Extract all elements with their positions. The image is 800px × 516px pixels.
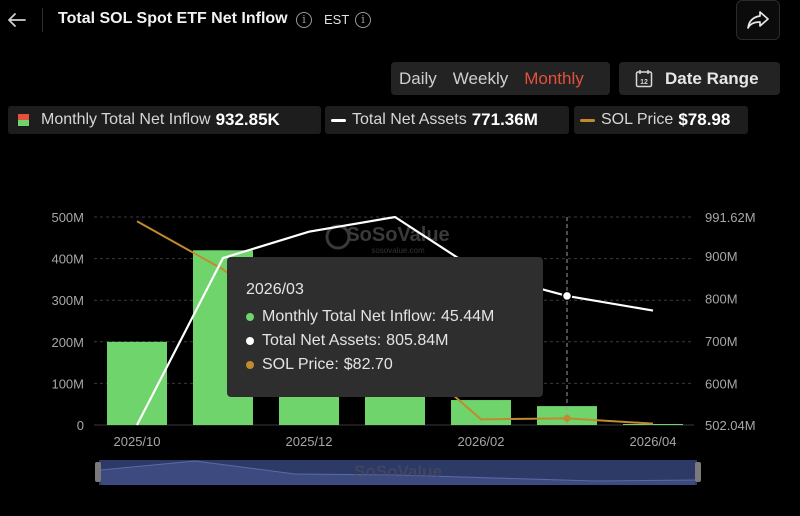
- back-button[interactable]: [4, 8, 30, 32]
- legend-assets-value: 771.36M: [471, 110, 538, 129]
- price-swatch: [580, 118, 595, 122]
- inflow-dot: [246, 313, 254, 321]
- back-arrow-icon: [8, 13, 26, 27]
- y-left-tick-label: 200M: [51, 335, 84, 350]
- legend-assets-label: Total Net Assets: [352, 111, 467, 128]
- header-divider: [42, 8, 43, 32]
- y-left-tick-label: 0: [77, 418, 84, 433]
- navigator-left-handle[interactable]: [95, 462, 101, 482]
- navigator-right-handle[interactable]: [695, 462, 701, 482]
- x-tick-label: 2025/10: [114, 434, 161, 449]
- y-left-tick-label: 400M: [51, 252, 84, 267]
- tooltip-price-value: $82.70: [343, 356, 393, 373]
- inflow-bar: [279, 391, 339, 425]
- y-right-tick-label: 900M: [705, 249, 738, 264]
- y-right-tick-label: 502.04M: [705, 418, 756, 433]
- y-right-tick-label: 700M: [705, 334, 738, 349]
- tooltip-row-assets: Total Net Assets: 805.84M: [246, 329, 543, 353]
- calendar-icon: 12: [635, 70, 653, 88]
- tooltip-date: 2026/03: [246, 281, 304, 298]
- share-button[interactable]: [736, 0, 780, 40]
- inflow-bar: [107, 341, 167, 425]
- assets-dot: [246, 337, 254, 345]
- navigator-watermark: SoSoValue: [354, 462, 442, 481]
- top-bar: Total SOL Spot ETF Net Inflow i EST i: [0, 0, 800, 42]
- navigator-area: [101, 461, 695, 485]
- legend-assets[interactable]: Total Net Assets 771.36M: [325, 106, 569, 134]
- y-right-tick-label: 800M: [705, 291, 738, 306]
- legend-inflow-label: Monthly Total Net Inflow: [41, 111, 211, 128]
- calendar-day-text: 12: [640, 79, 648, 86]
- timezone-label: EST: [324, 12, 350, 27]
- assets-swatch: [331, 118, 346, 122]
- date-range-label: Date Range: [665, 68, 759, 88]
- period-selector: Daily Weekly Monthly: [391, 62, 610, 95]
- sol-price-point: [563, 414, 571, 422]
- info-icon[interactable]: i: [296, 12, 312, 28]
- range-navigator[interactable]: SoSoValue: [95, 457, 701, 487]
- net-assets-point: [561, 290, 573, 302]
- y-left-tick-label: 100M: [51, 376, 84, 391]
- inflow-bar: [623, 424, 683, 425]
- y-right-tick-label: 600M: [705, 376, 738, 391]
- period-monthly[interactable]: Monthly: [524, 68, 584, 88]
- tooltip-inflow-value: 45.44M: [441, 308, 495, 325]
- legend-price[interactable]: SOL Price $78.98: [574, 106, 748, 134]
- tooltip-assets-value: 805.84M: [386, 332, 449, 349]
- timezone-info-icon[interactable]: i: [355, 12, 371, 28]
- x-tick-label: 2026/04: [630, 434, 677, 449]
- tooltip-row-price: SOL Price: $82.70: [246, 353, 543, 377]
- price-dot: [246, 361, 254, 369]
- y-left-tick-label: 300M: [51, 293, 84, 308]
- legend-inflow[interactable]: Monthly Total Net Inflow 932.85K: [8, 106, 321, 134]
- legend-price-value: $78.98: [678, 110, 731, 129]
- x-tick-label: 2026/02: [458, 434, 505, 449]
- watermark-brand: SoSoValue: [346, 224, 449, 246]
- page-title: Total SOL Spot ETF Net Inflow: [58, 10, 288, 27]
- chart-tooltip: 2026/03 Monthly Total Net Inflow: 45.44M…: [227, 257, 543, 397]
- period-weekly[interactable]: Weekly: [452, 68, 509, 88]
- watermark-sub: sosovalue.com: [371, 246, 425, 255]
- x-tick-label: 2025/12: [286, 434, 333, 449]
- navigator-line: [100, 460, 696, 482]
- tooltip-assets-label: Total Net Assets: [262, 332, 377, 349]
- share-icon: [747, 11, 769, 29]
- date-range-button[interactable]: 12 Date Range: [619, 62, 780, 95]
- chart-axes: 0 100M 200M 300M 400M 500M 502.04M 600M 700M 800M…: [51, 210, 755, 449]
- legend-price-label: SOL Price: [601, 111, 674, 128]
- tooltip-inflow-label: Monthly Total Net Inflow: [262, 308, 432, 325]
- inflow-swatch: [18, 114, 29, 126]
- y-left-tick-label: 500M: [51, 210, 84, 225]
- tooltip-price-label: SOL Price: [262, 356, 335, 373]
- y-right-tick-label: 991.62M: [705, 210, 756, 225]
- legend-inflow-value: 932.85K: [215, 110, 280, 129]
- tooltip-row-inflow: Monthly Total Net Inflow: 45.44M: [246, 305, 543, 329]
- period-daily[interactable]: Daily: [399, 68, 437, 88]
- inflow-bar: [451, 400, 511, 425]
